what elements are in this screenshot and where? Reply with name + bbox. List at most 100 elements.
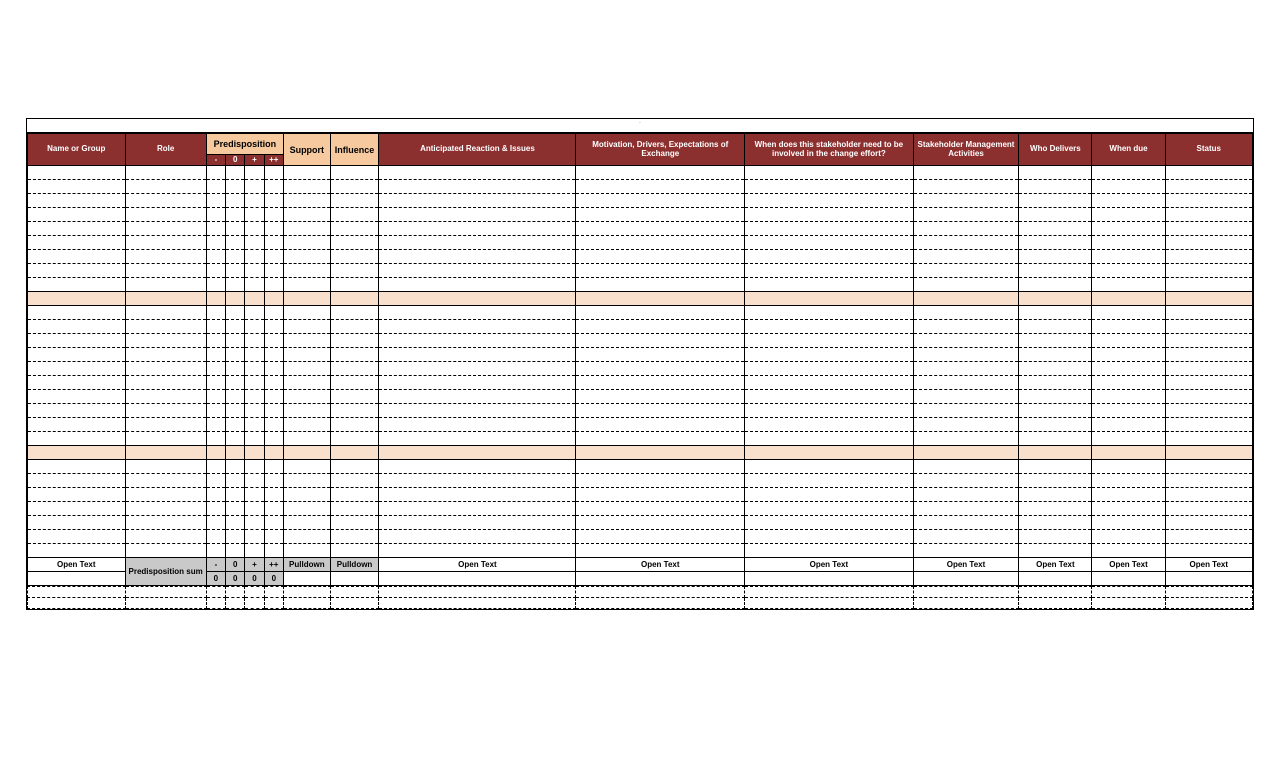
- cell[interactable]: [264, 418, 283, 432]
- cell[interactable]: [226, 222, 245, 236]
- cell[interactable]: [379, 306, 576, 320]
- table-row[interactable]: [28, 418, 1253, 432]
- cell[interactable]: [745, 460, 914, 474]
- cell[interactable]: [913, 236, 1019, 250]
- cell[interactable]: [206, 474, 225, 488]
- cell[interactable]: [1092, 236, 1165, 250]
- cell[interactable]: [1092, 362, 1165, 376]
- cell[interactable]: [745, 306, 914, 320]
- cell[interactable]: [283, 502, 330, 516]
- cell[interactable]: [125, 306, 206, 320]
- cell[interactable]: [745, 530, 914, 544]
- cell[interactable]: [206, 194, 225, 208]
- cell[interactable]: [283, 208, 330, 222]
- cell[interactable]: [125, 208, 206, 222]
- cell[interactable]: [206, 208, 225, 222]
- cell[interactable]: [28, 432, 126, 446]
- cell[interactable]: [1092, 194, 1165, 208]
- table-row[interactable]: [28, 530, 1253, 544]
- cell[interactable]: [28, 502, 126, 516]
- table-row[interactable]: [28, 348, 1253, 362]
- cell[interactable]: [1092, 306, 1165, 320]
- cell[interactable]: [1019, 306, 1092, 320]
- cell[interactable]: [206, 362, 225, 376]
- cell[interactable]: [264, 362, 283, 376]
- cell[interactable]: [1092, 264, 1165, 278]
- cell[interactable]: [330, 544, 379, 558]
- cell[interactable]: [913, 502, 1019, 516]
- cell[interactable]: [1019, 390, 1092, 404]
- cell[interactable]: [330, 418, 379, 432]
- cell[interactable]: [745, 278, 914, 292]
- table-row[interactable]: [28, 306, 1253, 320]
- cell[interactable]: [264, 166, 283, 180]
- cell[interactable]: [245, 348, 264, 362]
- cell[interactable]: [745, 334, 914, 348]
- cell[interactable]: [264, 474, 283, 488]
- cell[interactable]: [226, 278, 245, 292]
- cell[interactable]: [283, 418, 330, 432]
- cell[interactable]: [379, 390, 576, 404]
- cell[interactable]: [245, 404, 264, 418]
- cell[interactable]: [745, 488, 914, 502]
- cell[interactable]: [125, 390, 206, 404]
- cell[interactable]: [379, 432, 576, 446]
- table-row[interactable]: [28, 390, 1253, 404]
- cell[interactable]: [206, 516, 225, 530]
- cell[interactable]: [206, 418, 225, 432]
- cell[interactable]: [745, 418, 914, 432]
- cell[interactable]: [245, 460, 264, 474]
- cell[interactable]: [283, 516, 330, 530]
- cell[interactable]: [125, 236, 206, 250]
- cell[interactable]: [125, 348, 206, 362]
- cell[interactable]: [913, 390, 1019, 404]
- cell[interactable]: [264, 530, 283, 544]
- cell[interactable]: [379, 320, 576, 334]
- table-row[interactable]: [28, 334, 1253, 348]
- cell[interactable]: [1165, 264, 1252, 278]
- cell[interactable]: [206, 432, 225, 446]
- cell[interactable]: [264, 502, 283, 516]
- cell[interactable]: [1019, 236, 1092, 250]
- cell[interactable]: [1165, 516, 1252, 530]
- cell[interactable]: [745, 194, 914, 208]
- table-row[interactable]: [28, 432, 1253, 446]
- cell[interactable]: [226, 166, 245, 180]
- cell[interactable]: [1165, 166, 1252, 180]
- cell[interactable]: [264, 390, 283, 404]
- cell[interactable]: [913, 460, 1019, 474]
- cell[interactable]: [576, 166, 745, 180]
- cell[interactable]: [1019, 376, 1092, 390]
- cell[interactable]: [283, 376, 330, 390]
- cell[interactable]: [1019, 250, 1092, 264]
- cell[interactable]: [330, 516, 379, 530]
- cell[interactable]: [226, 460, 245, 474]
- cell[interactable]: [1165, 474, 1252, 488]
- cell[interactable]: [576, 530, 745, 544]
- cell[interactable]: [245, 418, 264, 432]
- cell[interactable]: [745, 264, 914, 278]
- cell[interactable]: [1019, 166, 1092, 180]
- cell[interactable]: [206, 180, 225, 194]
- cell[interactable]: [379, 208, 576, 222]
- cell[interactable]: [1165, 194, 1252, 208]
- cell[interactable]: [283, 460, 330, 474]
- cell[interactable]: [330, 432, 379, 446]
- cell[interactable]: [576, 460, 745, 474]
- cell[interactable]: [1092, 544, 1165, 558]
- cell[interactable]: [913, 516, 1019, 530]
- cell[interactable]: [576, 278, 745, 292]
- cell[interactable]: [226, 334, 245, 348]
- cell[interactable]: [745, 390, 914, 404]
- cell[interactable]: [28, 222, 126, 236]
- cell[interactable]: [1019, 334, 1092, 348]
- cell[interactable]: [1165, 502, 1252, 516]
- cell[interactable]: [283, 194, 330, 208]
- cell[interactable]: [28, 362, 126, 376]
- cell[interactable]: [226, 418, 245, 432]
- cell[interactable]: [330, 530, 379, 544]
- cell[interactable]: [330, 236, 379, 250]
- cell[interactable]: [576, 418, 745, 432]
- table-row[interactable]: [28, 502, 1253, 516]
- cell[interactable]: [283, 166, 330, 180]
